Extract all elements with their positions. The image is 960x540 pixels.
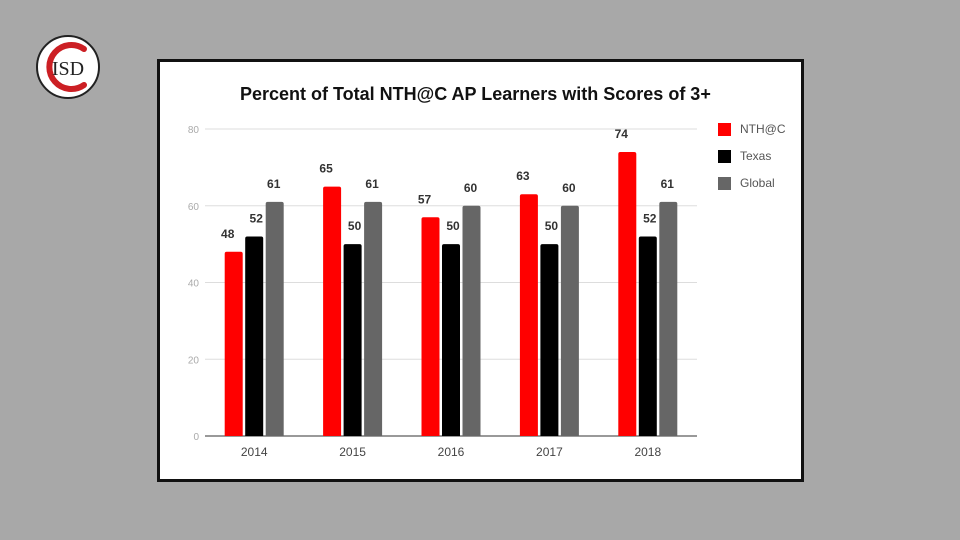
bar-texas-2018 xyxy=(638,236,657,436)
bar-chart: 0 20 40 60 80 48 52 61 2014 65 50 61 2015 57 50 60 2016 6… xyxy=(188,125,697,459)
logo-text: ISD xyxy=(52,58,84,80)
y-tick-label: 0 xyxy=(193,432,199,443)
bar-global-2015 xyxy=(364,201,383,436)
bar-texas-2014 xyxy=(245,236,264,436)
bar-nth-c-2017 xyxy=(519,194,538,436)
chart-legend: NTH@C Texas Global xyxy=(718,122,786,203)
x-tick-label: 2015 xyxy=(339,445,366,459)
x-tick-label: 2014 xyxy=(241,445,268,459)
bar-texas-2015 xyxy=(343,244,362,436)
data-label: 50 xyxy=(348,219,362,233)
y-tick-label: 20 xyxy=(188,355,200,366)
data-label: 61 xyxy=(267,177,281,191)
data-label: 74 xyxy=(615,127,629,141)
legend-item: Global xyxy=(718,176,786,190)
legend-label: NTH@C xyxy=(740,122,786,136)
bar-nth-c-2015 xyxy=(323,186,342,436)
bar-texas-2017 xyxy=(540,244,559,436)
data-label: 52 xyxy=(643,211,657,225)
data-label: 52 xyxy=(250,211,264,225)
data-label: 60 xyxy=(464,181,478,195)
bar-global-2017 xyxy=(560,205,579,436)
bar-global-2016 xyxy=(462,205,481,436)
data-label: 60 xyxy=(562,181,576,195)
legend-swatch xyxy=(718,176,731,190)
bar-nth-c-2018 xyxy=(618,152,637,436)
data-label: 63 xyxy=(516,169,530,183)
bar-nth-c-2016 xyxy=(421,217,440,436)
data-label: 57 xyxy=(418,192,432,206)
y-tick-label: 40 xyxy=(188,279,200,290)
data-label: 50 xyxy=(446,219,460,233)
x-tick-label: 2018 xyxy=(634,445,661,459)
legend-swatch xyxy=(718,149,731,163)
x-tick-label: 2017 xyxy=(536,445,563,459)
data-label: 50 xyxy=(545,219,559,233)
data-label: 61 xyxy=(661,177,675,191)
chart-card: Percent of Total NTH@C AP Learners with … xyxy=(157,59,804,482)
legend-label: Global xyxy=(740,176,775,190)
bar-nth-c-2014 xyxy=(224,251,243,436)
data-label: 65 xyxy=(319,162,333,176)
bar-texas-2016 xyxy=(442,244,460,436)
cisd-logo: ISD xyxy=(34,33,102,101)
y-tick-label: 80 xyxy=(188,125,200,136)
legend-swatch xyxy=(718,122,731,136)
data-label: 61 xyxy=(365,177,379,191)
chart-title: Percent of Total NTH@C AP Learners with … xyxy=(240,84,711,104)
logo-seal-icon: ISD xyxy=(36,35,100,99)
bar-global-2014 xyxy=(265,201,284,436)
legend-item: NTH@C xyxy=(718,122,786,136)
data-label: 48 xyxy=(221,227,235,241)
legend-item: Texas xyxy=(718,149,786,163)
legend-label: Texas xyxy=(740,149,772,163)
y-tick-label: 60 xyxy=(188,202,200,213)
bar-global-2018 xyxy=(659,201,678,436)
x-tick-label: 2016 xyxy=(438,445,465,459)
